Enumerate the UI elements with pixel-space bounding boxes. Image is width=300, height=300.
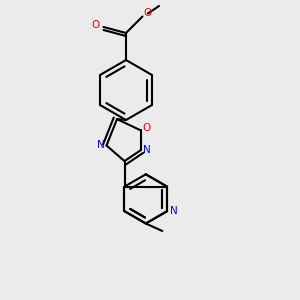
Text: N: N <box>170 206 178 216</box>
Text: N: N <box>143 145 151 155</box>
Text: N: N <box>97 140 104 150</box>
Text: O: O <box>142 123 151 133</box>
Text: O: O <box>92 20 100 31</box>
Text: O: O <box>144 8 152 19</box>
